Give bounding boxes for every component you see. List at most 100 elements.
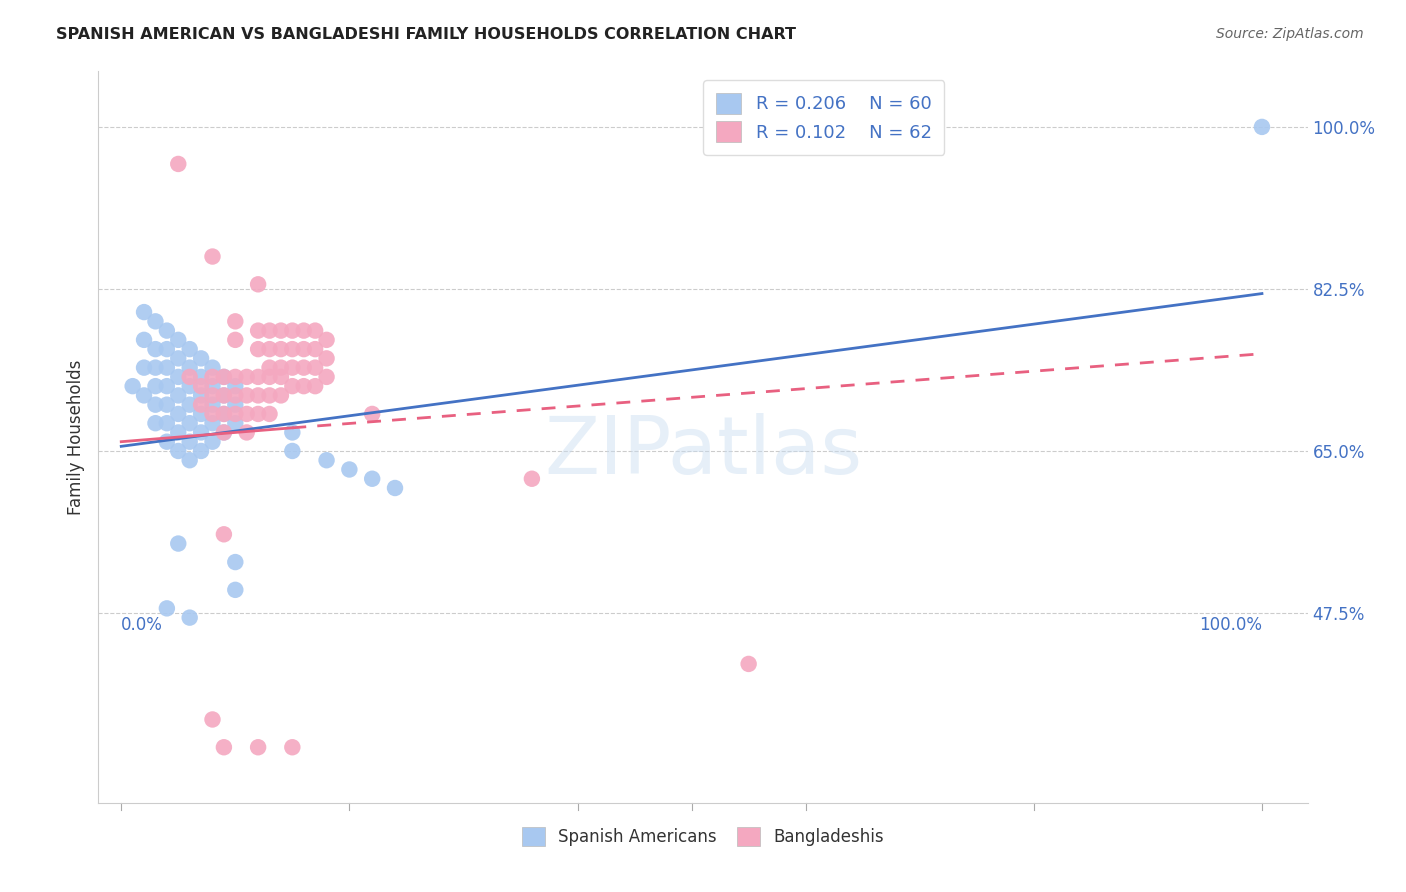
Point xyxy=(212,370,235,384)
Point xyxy=(315,333,337,347)
Point xyxy=(132,333,155,347)
Point xyxy=(361,472,384,486)
Point xyxy=(156,324,179,338)
Point xyxy=(190,351,212,366)
Point xyxy=(212,425,235,440)
Point xyxy=(259,342,281,356)
Point xyxy=(292,360,315,375)
Point xyxy=(132,305,155,319)
Point xyxy=(201,416,224,430)
Point xyxy=(270,388,292,402)
Point xyxy=(247,740,270,755)
Point xyxy=(145,314,167,328)
Point xyxy=(224,370,246,384)
Point xyxy=(212,388,235,402)
Point xyxy=(247,388,270,402)
Point xyxy=(304,324,326,338)
Point xyxy=(235,388,257,402)
Point xyxy=(224,407,246,421)
Point xyxy=(259,370,281,384)
Point xyxy=(224,333,246,347)
Point xyxy=(224,416,246,430)
Point xyxy=(281,444,304,458)
Point xyxy=(259,324,281,338)
Point xyxy=(281,360,304,375)
Point xyxy=(201,434,224,449)
Point xyxy=(270,370,292,384)
Point xyxy=(201,407,224,421)
Point xyxy=(235,425,257,440)
Point xyxy=(190,444,212,458)
Point xyxy=(179,342,201,356)
Point xyxy=(190,379,212,393)
Point xyxy=(247,370,270,384)
Point xyxy=(212,407,235,421)
Point xyxy=(145,416,167,430)
Point xyxy=(179,610,201,624)
Point xyxy=(156,342,179,356)
Point xyxy=(179,453,201,467)
Point xyxy=(281,425,304,440)
Point xyxy=(247,342,270,356)
Point xyxy=(167,425,190,440)
Point xyxy=(156,379,179,393)
Point xyxy=(121,379,143,393)
Point xyxy=(247,407,270,421)
Point xyxy=(212,527,235,541)
Point xyxy=(145,379,167,393)
Point xyxy=(259,360,281,375)
Point xyxy=(292,379,315,393)
Point xyxy=(737,657,759,671)
Point xyxy=(292,324,315,338)
Point xyxy=(247,324,270,338)
Point xyxy=(247,277,270,292)
Point xyxy=(167,157,190,171)
Point xyxy=(292,342,315,356)
Point xyxy=(281,324,304,338)
Point xyxy=(156,398,179,412)
Point xyxy=(201,360,224,375)
Point xyxy=(259,407,281,421)
Point xyxy=(201,398,224,412)
Point xyxy=(304,342,326,356)
Point xyxy=(167,370,190,384)
Point xyxy=(315,453,337,467)
Point xyxy=(179,379,201,393)
Point xyxy=(190,407,212,421)
Point xyxy=(132,388,155,402)
Point xyxy=(201,388,224,402)
Point xyxy=(304,360,326,375)
Point xyxy=(201,250,224,264)
Point xyxy=(224,582,246,597)
Text: ZIPatlas: ZIPatlas xyxy=(544,413,862,491)
Point xyxy=(212,425,235,440)
Point xyxy=(167,536,190,550)
Point xyxy=(179,398,201,412)
Point xyxy=(259,388,281,402)
Point xyxy=(132,360,155,375)
Text: 100.0%: 100.0% xyxy=(1199,616,1263,634)
Point xyxy=(201,370,224,384)
Point xyxy=(156,601,179,615)
Point xyxy=(1251,120,1274,134)
Point xyxy=(167,333,190,347)
Point xyxy=(201,713,224,727)
Point xyxy=(315,351,337,366)
Point xyxy=(224,398,246,412)
Text: 0.0%: 0.0% xyxy=(121,616,163,634)
Point xyxy=(167,407,190,421)
Point xyxy=(270,360,292,375)
Point xyxy=(179,416,201,430)
Point xyxy=(281,379,304,393)
Point xyxy=(384,481,406,495)
Point xyxy=(190,388,212,402)
Point xyxy=(179,434,201,449)
Text: SPANISH AMERICAN VS BANGLADESHI FAMILY HOUSEHOLDS CORRELATION CHART: SPANISH AMERICAN VS BANGLADESHI FAMILY H… xyxy=(56,27,796,42)
Point xyxy=(224,314,246,328)
Point xyxy=(315,370,337,384)
Legend: Spanish Americans, Bangladeshis: Spanish Americans, Bangladeshis xyxy=(515,821,891,853)
Point xyxy=(190,398,212,412)
Point xyxy=(167,351,190,366)
Point xyxy=(270,324,292,338)
Point xyxy=(235,407,257,421)
